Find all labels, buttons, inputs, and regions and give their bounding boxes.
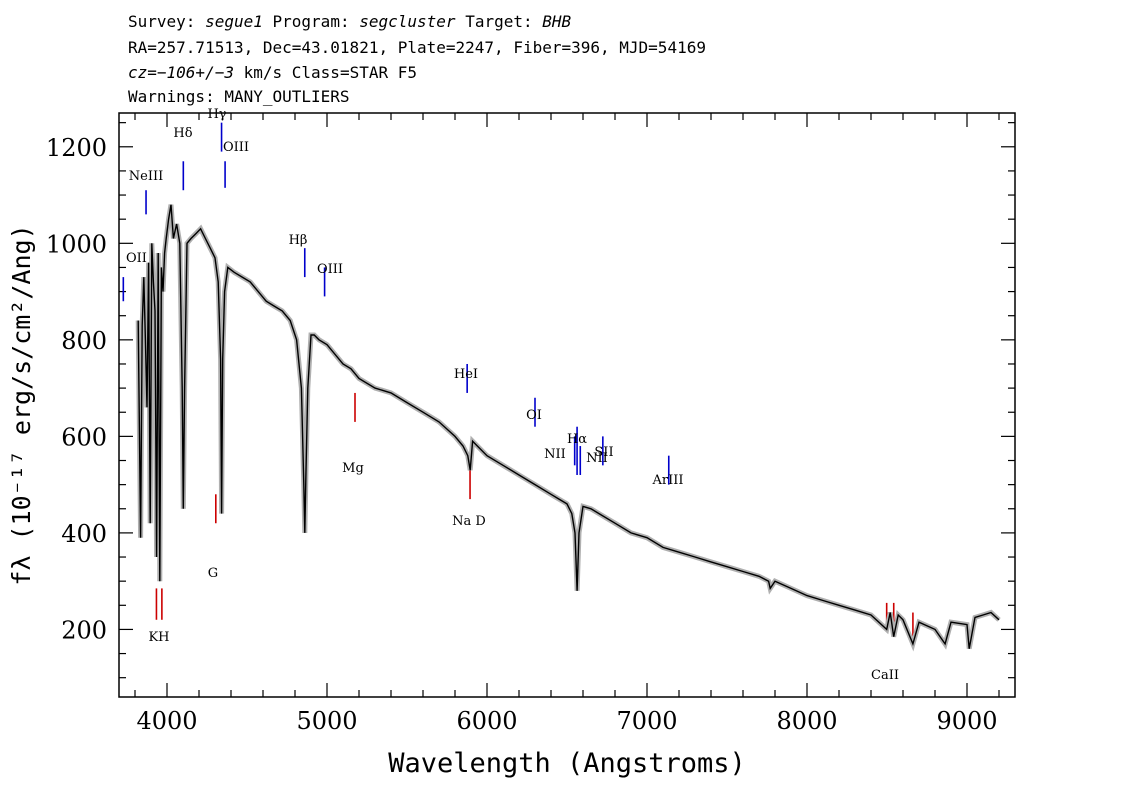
x-tick-label: 8000 [776,707,837,735]
x-axis-label: Wavelength (Angstroms) [388,748,746,779]
program-value: segcluster [359,12,456,31]
x-tick-label: 7000 [616,707,677,735]
annotation-label: NeIII [129,169,163,184]
annotation-label: CaII [871,668,899,683]
y-axis-label: fλ (10⁻¹⁷ erg/s/cm²/Ang) [7,224,36,585]
target-value: BHB [542,12,572,31]
x-tick-label: 4000 [136,707,197,735]
class-value: km/s Class=STAR F5 [243,63,417,82]
x-tick-label: 6000 [456,707,517,735]
y-tick-label: 600 [61,423,107,451]
annotation-label: OI [526,408,542,423]
annotation-label: NII [544,447,566,462]
y-tick-label: 1000 [46,230,107,258]
survey-label: Survey: [128,12,196,31]
axis-ticks [119,113,1015,697]
header-line-3: cz=−106+/−3 km/s Class=STAR F5 [128,63,417,83]
header-line-1: Survey: segue1 Program: segcluster Targe… [128,12,571,32]
program-label: Program: [272,12,350,31]
annotation-label: KH [148,630,169,645]
annotation-label: ArIII [651,473,683,488]
annotation-label: OIII [223,140,249,155]
y-tick-label: 1200 [46,134,107,162]
annotation-label: OII [126,251,147,266]
header-line-2: RA=257.71513, Dec=43.01821, Plate=2247, … [128,38,706,57]
x-tick-label: 5000 [296,707,357,735]
annotation-label: Hγ [207,107,226,122]
survey-value: segue1 [205,12,263,31]
y-tick-label: 400 [61,520,107,548]
y-tick-labels: 200 400 600 800 1000 1200 [46,134,107,645]
x-tick-labels: 4000 5000 6000 7000 8000 9000 [136,707,997,735]
annotation-label: G [208,566,218,581]
header-line-4: Warnings: MANY_OUTLIERS [128,87,350,106]
annotation-label: HeI [454,367,478,382]
y-tick-label: 800 [61,327,107,355]
error-band [135,204,1001,652]
annotation-label: Hδ [173,126,192,141]
annotation-label: Na D [452,514,486,529]
annotation-label: NII [586,451,608,466]
y-tick-label: 200 [61,616,107,644]
annotation-label: SII [594,445,613,460]
annotation-label: Hα [567,432,587,447]
annotation-label: Mg [342,461,364,476]
plot-frame [118,112,1016,698]
x-tick-label: 9000 [936,707,997,735]
line-annotations: OIINeIIIHδHγOIIIHβOIIIHeIOINIIHαNIISIIAr… [122,107,914,683]
annotation-label: Hβ [289,233,308,248]
spectrum-series [137,204,1000,649]
redshift-value: cz=−106+/−3 [128,63,234,82]
target-label: Target: [465,12,533,31]
annotation-label: OIII [317,262,343,277]
